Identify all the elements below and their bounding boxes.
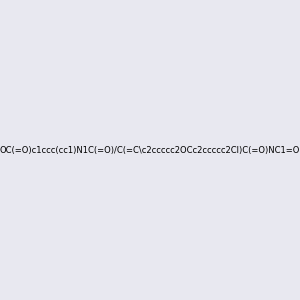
Text: OC(=O)c1ccc(cc1)N1C(=O)/C(=C\c2ccccc2OCc2ccccc2Cl)C(=O)NC1=O: OC(=O)c1ccc(cc1)N1C(=O)/C(=C\c2ccccc2OCc…	[0, 146, 300, 154]
